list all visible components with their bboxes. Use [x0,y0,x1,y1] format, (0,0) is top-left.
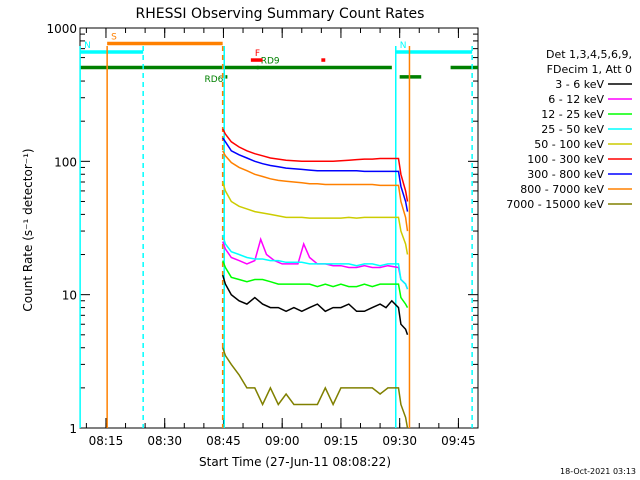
x-tick-label: 09:15 [324,434,359,448]
legend-entry-label: 3 - 6 keV [555,78,604,91]
series-line [222,137,409,212]
legend-entry-label: 300 - 800 keV [527,168,604,181]
flag-label: S [111,33,117,43]
series-line [221,181,409,255]
series-line [222,260,409,308]
series-line [222,128,409,202]
series-line [221,236,409,290]
x-tick-label: 08:30 [147,434,182,448]
flag-label: RD6 [204,75,223,85]
legend-header: FDecim 1, Att 0 [547,63,632,76]
series-line [222,150,409,232]
vertical-markers [79,46,473,428]
plot-area [79,27,479,429]
series-layer [221,128,409,429]
series-line [221,347,409,429]
flag-label: N [400,41,407,51]
legend-entry-label: 6 - 12 keV [548,93,604,106]
plot-frame [79,27,479,429]
legend-entry-label: 12 - 25 keV [541,108,604,121]
x-axis-label: Start Time (27-Jun-11 08:08:22) [199,455,391,469]
flag-label: N [84,41,91,51]
y-axis-ticks: 1 10 100 1000 [46,22,478,436]
y-axis-label: Count Rate (s⁻¹ detector⁻¹) [21,148,35,311]
series-line [221,274,409,336]
x-tick-label: 08:15 [89,434,124,448]
flag-label: F [255,49,260,59]
legend-entry-label: 100 - 300 keV [527,153,604,166]
flag-label: RD9 [261,57,280,67]
series-line [221,234,409,290]
chart-title: RHESSI Observing Summary Count Rates [136,6,425,22]
legend: Det 1,3,4,5,6,9, FDecim 1, Att 0 3 - 6 keV… [506,48,632,211]
x-tick-label: 09:00 [265,434,300,448]
x-tick-label: 09:30 [382,434,417,448]
x-tick-label: 09:45 [441,434,476,448]
legend-entry-label: 50 - 100 keV [534,138,604,151]
y-tick-label: 1 [69,422,77,436]
render-timestamp: 18-Oct-2021 03:13 [560,467,636,476]
legend-entry-label: 25 - 50 keV [541,123,604,136]
x-axis-ticks: 08:15 08:30 08:45 09:00 09:15 09:30 09:45 [85,28,479,448]
y-tick-label: 1000 [46,22,77,36]
legend-header: Det 1,3,4,5,6,9, [546,48,632,61]
x-tick-label: 08:45 [206,434,241,448]
y-tick-label: 10 [62,289,77,303]
y-tick-label: 100 [54,155,77,169]
legend-entry-label: 800 - 7000 keV [520,183,604,196]
legend-entry-label: 7000 - 15000 keV [506,198,604,211]
